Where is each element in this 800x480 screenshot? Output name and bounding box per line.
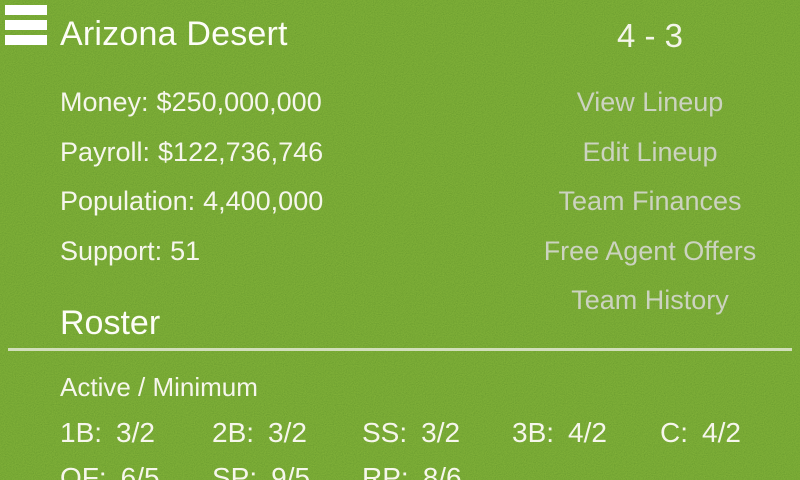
stat-value: 51 — [170, 235, 201, 266]
pos-c: C: 4/2 — [660, 417, 741, 449]
pos-1b: 1B: 3/2 — [60, 417, 155, 449]
pos-label: RP: — [362, 462, 409, 480]
team-name: Arizona Desert — [60, 15, 288, 53]
pos-value: 4/2 — [702, 417, 741, 448]
menu-button[interactable] — [3, 4, 49, 48]
pos-ss: SS: 3/2 — [362, 417, 460, 449]
stat-population: Population: 4,400,000 — [60, 177, 323, 227]
pos-value: 3/2 — [116, 417, 155, 448]
pos-2b: 2B: 3/2 — [212, 417, 307, 449]
pos-sp: SP: 9/5 — [212, 462, 310, 480]
pos-of: OF: 6/5 — [60, 462, 160, 480]
pos-value: 3/2 — [268, 417, 307, 448]
pos-value: 9/5 — [271, 462, 311, 480]
roster-subtitle: Active / Minimum — [60, 372, 258, 402]
stat-value: $122,736,746 — [158, 136, 324, 167]
link-edit-lineup[interactable]: Edit Lineup — [582, 136, 718, 167]
pos-value: 3/2 — [421, 417, 461, 448]
section-divider — [8, 348, 792, 351]
link-team-history[interactable]: Team History — [571, 285, 729, 316]
pos-value: 4/2 — [568, 417, 607, 448]
pos-label: C: — [660, 417, 688, 448]
pos-label: 3B: — [512, 417, 555, 448]
team-record: 4 - 3 — [616, 17, 684, 54]
pos-label: OF: — [60, 462, 107, 480]
pos-label: 1B: — [60, 417, 103, 448]
stat-support: Support: 51 — [60, 227, 323, 277]
pos-value: 8/6 — [422, 462, 462, 480]
pos-label: SP: — [212, 462, 258, 480]
team-stats: Money: $250,000,000 Payroll: $122,736,74… — [60, 78, 323, 276]
roster-row-infield: 1B: 3/2 2B: 3/2 SS: 3/2 3B: 4/2 C: 4/2 — [0, 417, 800, 449]
stat-label: Payroll: — [60, 136, 151, 167]
stat-value: $250,000,000 — [156, 87, 322, 118]
link-team-finances[interactable]: Team Finances — [558, 186, 742, 217]
team-menu: View Lineup Edit Lineup Team Finances Fr… — [500, 78, 800, 326]
stat-label: Population: — [60, 186, 196, 217]
pos-value: 6/5 — [120, 462, 160, 480]
link-free-agent-offers[interactable]: Free Agent Offers — [543, 235, 757, 266]
stat-payroll: Payroll: $122,736,746 — [60, 128, 323, 178]
stat-money: Money: $250,000,000 — [60, 78, 323, 128]
stat-value: 4,400,000 — [203, 186, 324, 217]
roster-title: Roster — [60, 304, 161, 342]
roster-row-of-pitching: OF: 6/5 SP: 9/5 RP: 8/6 — [0, 462, 800, 480]
pos-rp: RP: 8/6 — [362, 462, 462, 480]
pos-label: SS: — [362, 417, 408, 448]
pos-label: 2B: — [212, 417, 255, 448]
link-view-lineup[interactable]: View Lineup — [576, 87, 724, 118]
pos-3b: 3B: 4/2 — [512, 417, 607, 449]
stat-label: Support: — [60, 235, 163, 266]
stat-label: Money: — [60, 87, 149, 118]
